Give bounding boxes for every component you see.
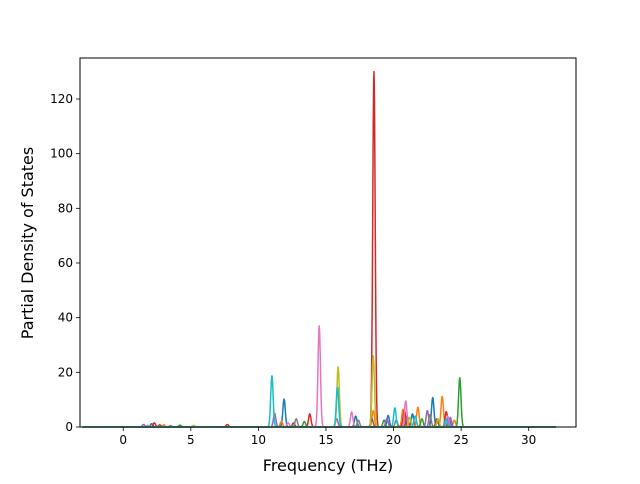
x-tick-label: 0	[119, 433, 127, 447]
x-axis-ticks: 0 5 10 15 20 25 30	[119, 427, 536, 447]
y-tick-label: 120	[50, 92, 73, 106]
y-tick-label: 60	[58, 256, 73, 270]
y-tick-label: 20	[58, 365, 73, 379]
x-tick-label: 15	[318, 433, 333, 447]
x-tick-label: 10	[251, 433, 266, 447]
x-tick-label: 25	[453, 433, 468, 447]
x-tick-label: 5	[187, 433, 195, 447]
x-tick-label: 20	[386, 433, 401, 447]
x-tick-label: 30	[521, 433, 536, 447]
axes-frame	[79, 57, 577, 428]
y-tick-label: 100	[50, 147, 73, 161]
y-tick-label: 0	[65, 420, 73, 434]
y-tick-label: 40	[58, 311, 73, 325]
y-axis-title: Partial Density of States	[18, 147, 37, 339]
x-axis-title: Frequency (THz)	[263, 456, 393, 475]
y-axis-ticks: 0 20 40 60 80 100 120	[50, 92, 80, 434]
y-tick-label: 80	[58, 201, 73, 215]
